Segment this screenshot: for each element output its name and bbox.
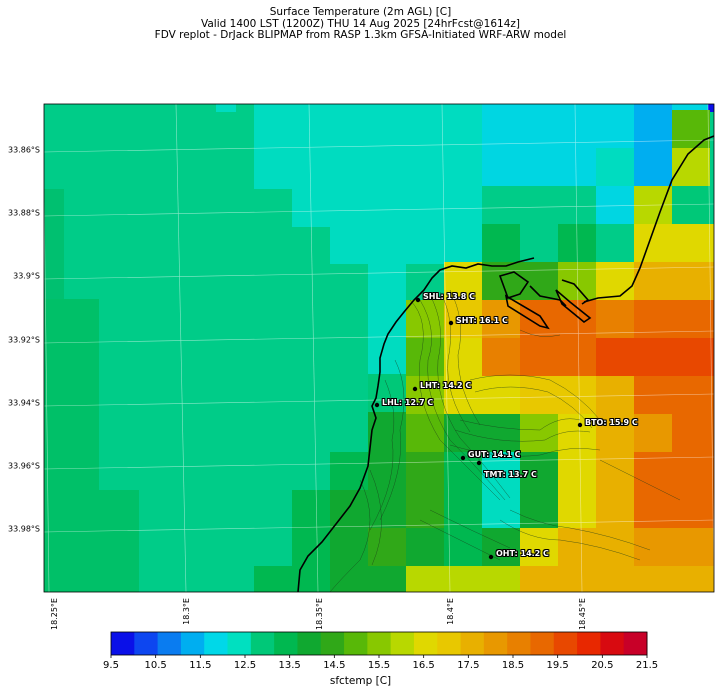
colorbar-swatch <box>507 632 531 655</box>
station-label-shl: SHL: 13.8 C <box>423 292 475 301</box>
colorbar-swatch <box>320 632 345 655</box>
station-marker <box>488 554 494 560</box>
colorbar-swatch <box>483 632 508 655</box>
station-marker <box>412 386 418 392</box>
colorbar-swatch <box>623 632 648 655</box>
graticule <box>44 104 714 592</box>
colorbar-tick-label: 21.5 <box>635 660 659 671</box>
colorbar-tick-label: 13.5 <box>278 660 301 671</box>
lon-label: 18.45°E <box>578 598 587 630</box>
chart-title-line-1: Surface Temperature (2m AGL) [C] <box>269 6 452 18</box>
colorbar-swatch <box>227 632 252 655</box>
coastline <box>297 135 714 592</box>
station-label-tmt: TMT: 13.7 C <box>484 470 537 479</box>
station-label-bto: BTO: 15.9 C <box>585 418 638 427</box>
station-markers <box>374 297 583 560</box>
map-frame <box>43 103 715 593</box>
colorbar-label: sfctemp [C] <box>329 675 392 687</box>
colorbar-tick-label: 19.5 <box>546 660 569 671</box>
colorbar-tick-label: 17.5 <box>457 660 480 671</box>
colorbar-tick-label: 20.5 <box>591 660 614 671</box>
colorbar-swatch <box>530 632 555 655</box>
colorbar-tick-label: 9.5 <box>103 660 119 671</box>
station-label-oht: OHT: 14.2 C <box>496 549 549 558</box>
colorbar-swatch <box>460 632 485 655</box>
colorbar-swatch <box>250 632 275 655</box>
colorbar-tick-label: 18.5 <box>501 660 525 671</box>
colorbar-swatch <box>367 632 392 655</box>
colorbar-swatch <box>180 632 205 655</box>
station-marker <box>460 455 466 461</box>
station-label-gut: GUT: 14.1 C <box>468 450 521 459</box>
lat-label: 33.92°S <box>8 335 40 345</box>
lat-label: 33.96°S <box>8 461 40 471</box>
station-marker <box>448 320 454 326</box>
colorbar-swatch <box>134 632 159 655</box>
chart-title-line-3: FDV replot - DrJack BLIPMAP from RASP 1.… <box>154 29 567 41</box>
colorbar-tick-label: 16.5 <box>412 660 435 671</box>
colorbar-tick-label: 10.5 <box>144 660 167 671</box>
lat-label: 33.9°S <box>13 271 40 281</box>
colorbar-tick-label: 12.5 <box>233 660 257 671</box>
colorbar-tick-label: 15.5 <box>367 660 391 671</box>
station-marker <box>577 422 583 428</box>
station-marker <box>374 402 380 408</box>
colorbar-swatch <box>577 632 601 655</box>
colorbar-swatch <box>553 632 578 655</box>
colorbar <box>110 631 648 658</box>
colorbar-swatch <box>600 632 625 655</box>
colorbar-swatch <box>344 632 368 655</box>
colorbar-swatch <box>297 632 322 655</box>
lon-label: 18.3°E <box>182 598 191 625</box>
colorbar-swatch <box>390 632 415 655</box>
lon-label: 18.25°E <box>50 598 59 630</box>
station-label-lhl: LHL: 12.7 C <box>382 398 434 407</box>
temperature-grid <box>44 104 714 592</box>
colorbar-swatch <box>204 632 229 655</box>
lat-label: 33.88°S <box>8 208 40 218</box>
lon-label: 18.35°E <box>315 598 324 630</box>
colorbar-swatch <box>274 632 298 655</box>
colorbar-swatch <box>111 632 135 655</box>
lon-label: 18.4°E <box>446 598 455 625</box>
station-marker <box>476 460 482 466</box>
station-label-sht: SHT: 16.1 C <box>456 316 508 325</box>
lat-label: 33.86°S <box>8 145 40 155</box>
colorbar-swatch <box>157 632 182 655</box>
colorbar-tick-label: 14.5 <box>323 660 346 671</box>
chart-title-line-2: Valid 1400 LST (1200Z) THU 14 Aug 2025 [… <box>201 18 520 30</box>
colorbar-tick-label: 11.5 <box>189 660 212 671</box>
lat-label: 33.94°S <box>8 398 40 408</box>
station-label-lht: LHT: 14.2 C <box>420 381 472 390</box>
colorbar-swatch <box>413 632 438 655</box>
lat-label: 33.98°S <box>8 524 40 534</box>
colorbar-swatch <box>437 632 462 655</box>
station-marker <box>415 297 421 303</box>
terrain-contours <box>329 289 681 592</box>
